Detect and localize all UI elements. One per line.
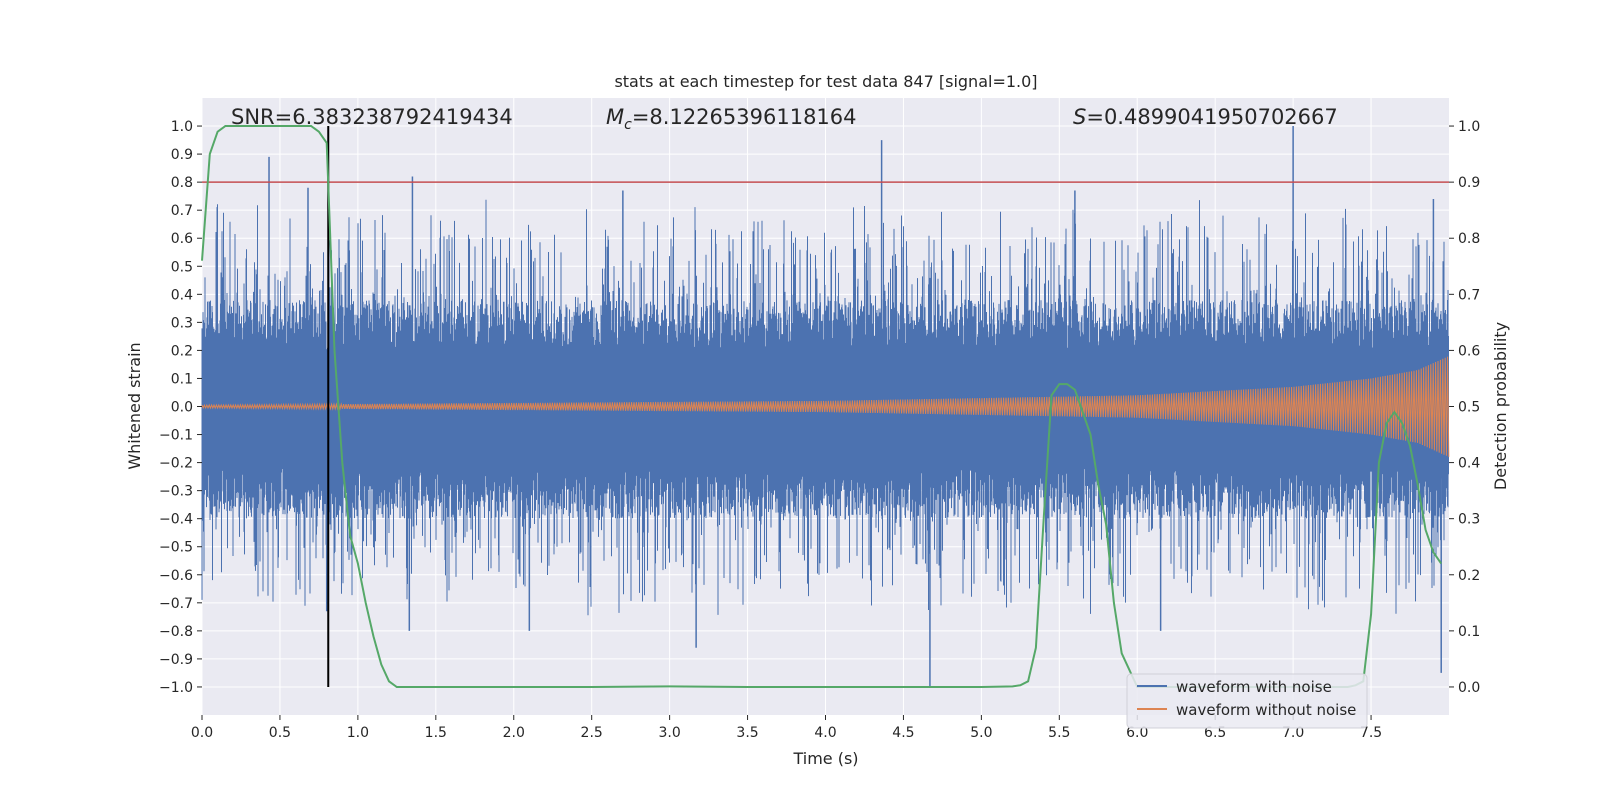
x-tick-label: 3.0 xyxy=(658,725,680,741)
x-tick-label: 6.5 xyxy=(1204,725,1226,741)
y-tick-label-left: 0.0 xyxy=(171,400,193,416)
y-tick-label-right: 0.3 xyxy=(1458,512,1480,528)
chirp-line xyxy=(201,356,1450,457)
x-axis-ticks: 0.0 0.5 1.0 1.5 2.0 2.5 3.0 3.5 4.0 4.5 5.0 5.5 6.0 6… xyxy=(191,715,1382,741)
x-tick-label: 5.5 xyxy=(1048,725,1070,741)
y-tick-label-left: 0.6 xyxy=(171,231,193,247)
annotation-chirp-mass-symbol: M xyxy=(606,105,624,129)
annotation-s-symbol: S xyxy=(1073,105,1086,129)
y-tick-label-left: −1.0 xyxy=(159,680,193,696)
y-tick-label-left: −0.5 xyxy=(159,540,193,556)
y-tick-label-left: −0.9 xyxy=(159,652,193,668)
x-axis-label: Time (s) xyxy=(792,749,858,768)
series-waveform-with-noise xyxy=(201,126,1449,687)
y-tick-label-left: 0.7 xyxy=(171,203,193,219)
series-detection-probability xyxy=(201,125,1443,688)
y-tick-label-right: 0.6 xyxy=(1458,343,1480,359)
y-axis-right-label: Detection probability xyxy=(1491,322,1510,490)
probability-line xyxy=(201,125,1443,688)
y-tick-label-right: 0.4 xyxy=(1458,456,1480,472)
y-tick-label-right: 0.2 xyxy=(1458,568,1480,584)
x-tick-label: 1.5 xyxy=(425,725,447,741)
y-tick-label-left: −0.3 xyxy=(159,484,193,500)
x-tick-label: 4.5 xyxy=(892,725,914,741)
y-tick-label-right: 0.9 xyxy=(1458,175,1480,191)
x-tick-label: 0.0 xyxy=(191,725,213,741)
y-tick-label-left: 0.2 xyxy=(171,343,193,359)
y-tick-label-left: 0.9 xyxy=(171,147,193,163)
x-tick-label: 2.5 xyxy=(581,725,603,741)
x-tick-label: 1.0 xyxy=(347,725,369,741)
y-tick-label-right: 0.1 xyxy=(1458,624,1480,640)
y-tick-label-left: −0.4 xyxy=(159,512,193,528)
y-tick-label-left: 1.0 xyxy=(171,119,193,135)
x-tick-label: 7.5 xyxy=(1360,725,1382,741)
y-tick-label-left: 0.4 xyxy=(171,287,193,303)
x-tick-label: 5.0 xyxy=(970,725,992,741)
y-tick-label-left: −0.6 xyxy=(159,568,193,584)
x-tick-label: 4.0 xyxy=(814,725,836,741)
y-tick-label-left: −0.1 xyxy=(159,428,193,444)
series-waveform-without-noise xyxy=(201,356,1450,457)
y-tick-label-right: 1.0 xyxy=(1458,119,1480,135)
x-tick-label: 2.0 xyxy=(503,725,525,741)
legend-label-clean: waveform without noise xyxy=(1176,701,1356,719)
y-tick-label-left: −0.7 xyxy=(159,596,193,612)
x-tick-label: 0.5 xyxy=(269,725,291,741)
annotation-snr: SNR=6.383238792419434 xyxy=(231,105,513,129)
legend: waveform with noise waveform without noi… xyxy=(1126,673,1368,729)
y-axis-left-ticks: 1.0 0.9 0.8 0.7 0.6 0.5 0.4 0.3 0.2 0.1 0.0 −0.1 −0.… xyxy=(159,119,202,696)
x-tick-label: 7.0 xyxy=(1282,725,1304,741)
chart-title: stats at each timestep for test data 847… xyxy=(614,72,1037,91)
y-tick-label-right: 0.8 xyxy=(1458,231,1480,247)
x-tick-label: 6.0 xyxy=(1126,725,1148,741)
y-tick-label-left: −0.8 xyxy=(159,624,193,640)
annotation-chirp-mass-subscript: c xyxy=(624,117,632,133)
y-axis-right-ticks: 1.0 0.9 0.8 0.7 0.6 0.5 0.4 0.3 0.2 0.1 0.0 xyxy=(1449,119,1480,696)
y-tick-label-left: 0.3 xyxy=(171,315,193,331)
y-tick-label-right: 0.0 xyxy=(1458,680,1480,696)
legend-label-noise: waveform with noise xyxy=(1176,678,1332,696)
annotation-chirp-mass-value: =8.12265396118164 xyxy=(632,105,857,129)
annotation-s: S=0.4899041950702667 xyxy=(1073,105,1338,129)
y-tick-label-left: −0.2 xyxy=(159,456,193,472)
y-tick-label-right: 0.7 xyxy=(1458,287,1480,303)
x-tick-label: 3.5 xyxy=(736,725,758,741)
y-tick-label-left: 0.8 xyxy=(171,175,193,191)
y-tick-label-right: 0.5 xyxy=(1458,400,1480,416)
annotation-s-value: =0.4899041950702667 xyxy=(1086,105,1337,129)
annotation-chirp-mass: Mc=8.12265396118164 xyxy=(606,105,857,133)
y-tick-label-left: 0.5 xyxy=(171,259,193,275)
legend-box xyxy=(1126,673,1368,729)
y-axis-left-label: Whitened strain xyxy=(125,342,144,469)
y-tick-label-left: 0.1 xyxy=(171,371,193,387)
